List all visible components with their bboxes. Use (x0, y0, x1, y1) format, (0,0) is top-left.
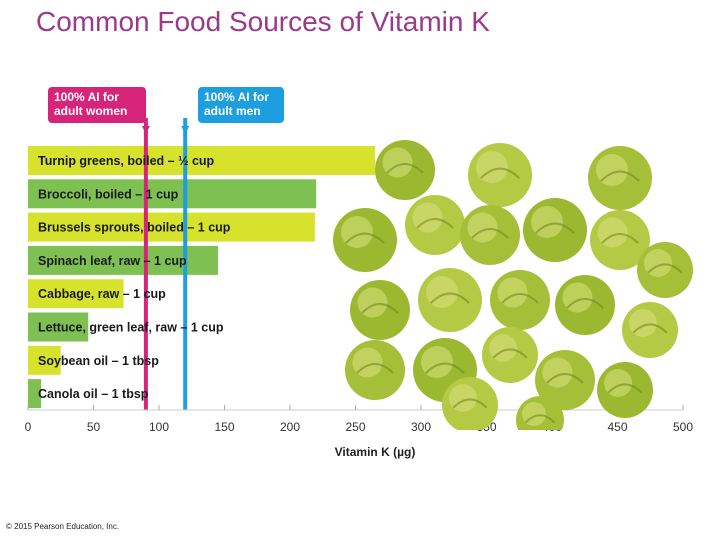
x-axis-label: Vitamin K (µg) (335, 445, 416, 459)
sprout (375, 140, 435, 200)
sprout (523, 198, 587, 262)
bar-label: Brussels sprouts, boiled – 1 cup (38, 221, 231, 235)
bar-chart: Turnip greens, boiled – ½ cup Broccoli, b… (25, 118, 693, 459)
bar (28, 345, 61, 375)
bar (28, 279, 124, 309)
sprout (345, 340, 405, 400)
x-tick-label: 0 (25, 420, 32, 434)
sprout (516, 396, 564, 430)
x-tick-label: 150 (214, 420, 234, 434)
reference-arrow-icon (181, 126, 190, 134)
bar-label: Soybean oil – 1 tbsp (38, 354, 159, 368)
bar (28, 146, 376, 175)
sprout (405, 195, 465, 255)
sprout (637, 242, 693, 298)
bar-label: Cabbage, raw – 1 cup (38, 287, 166, 301)
x-tick-label: 200 (280, 420, 300, 434)
bar-label: Canola oil – 1 tbsp (38, 387, 149, 401)
bar-label: Broccoli, boiled – 1 cup (38, 187, 179, 201)
bar (28, 179, 317, 209)
bar (28, 312, 89, 342)
reference-arrow-icon (141, 126, 150, 134)
sprout (555, 275, 615, 335)
x-tick-label: 100 (149, 420, 169, 434)
sprout (490, 270, 550, 330)
sprout (588, 146, 652, 210)
bar (28, 212, 315, 242)
x-tick-label: 250 (345, 420, 365, 434)
bar-label: Turnip greens, boiled – ½ cup (38, 154, 215, 168)
sprout (333, 208, 397, 272)
sprout (442, 377, 498, 430)
women-ai-callout: 100% AI for adult women (48, 87, 146, 123)
chart-title: Common Food Sources of Vitamin K (36, 6, 490, 37)
sprout (468, 143, 532, 207)
sprout (460, 205, 520, 265)
sprout (622, 302, 678, 358)
sprout (482, 327, 538, 383)
x-tick-label: 300 (411, 420, 431, 434)
bar (28, 379, 42, 409)
x-tick-label: 500 (673, 420, 693, 434)
sprout (350, 280, 410, 340)
men-ai-callout: 100% AI for adult men (198, 87, 284, 123)
x-tick-label: 50 (87, 420, 101, 434)
sprout (590, 210, 650, 270)
x-tick-label: 450 (607, 420, 627, 434)
sprout (597, 362, 653, 418)
sprout (535, 350, 595, 410)
brussels-sprouts-photo-icon (333, 140, 693, 430)
sprout (418, 268, 482, 332)
copyright-notice: © 2015 Pearson Education, Inc. (6, 522, 120, 531)
bar-label: Spinach leaf, raw – 1 cup (38, 254, 187, 268)
bar-label: Lettuce, green leaf, raw – 1 cup (38, 321, 224, 335)
